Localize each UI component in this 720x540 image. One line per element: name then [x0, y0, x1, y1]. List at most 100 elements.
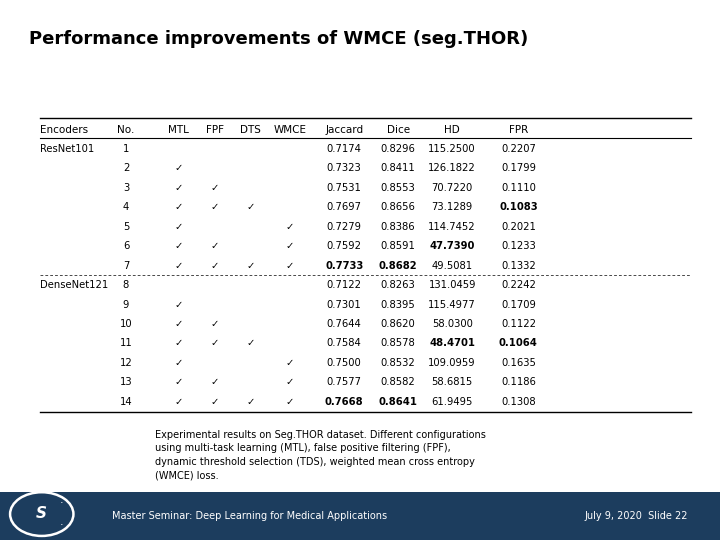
- Text: ✓: ✓: [174, 300, 183, 309]
- Text: ✓: ✓: [174, 222, 183, 232]
- Text: ✓: ✓: [210, 183, 219, 193]
- Text: 0.7531: 0.7531: [327, 183, 361, 193]
- Text: 0.1332: 0.1332: [501, 261, 536, 271]
- Text: ✓: ✓: [174, 377, 183, 387]
- Text: 115.4977: 115.4977: [428, 300, 476, 309]
- Text: ResNet101: ResNet101: [40, 144, 94, 154]
- Text: ✓: ✓: [174, 202, 183, 212]
- Text: DTS: DTS: [240, 125, 261, 134]
- Text: 14: 14: [120, 397, 132, 407]
- Text: 9: 9: [123, 300, 129, 309]
- Text: ✓: ✓: [246, 397, 255, 407]
- Text: 0.1122: 0.1122: [501, 319, 536, 329]
- Text: 13: 13: [120, 377, 132, 387]
- Text: ✓: ✓: [286, 397, 294, 407]
- Text: DenseNet121: DenseNet121: [40, 280, 108, 290]
- Text: Master Seminar: Deep Learning for Medical Applications: Master Seminar: Deep Learning for Medica…: [112, 511, 387, 521]
- Text: 11: 11: [120, 339, 132, 348]
- Text: 12: 12: [120, 358, 132, 368]
- Text: 131.0459: 131.0459: [428, 280, 476, 290]
- Text: ✓: ✓: [210, 319, 219, 329]
- Text: 2: 2: [123, 164, 129, 173]
- Text: ✓: ✓: [246, 339, 255, 348]
- Text: 0.7592: 0.7592: [327, 241, 361, 251]
- Text: 0.1083: 0.1083: [499, 202, 538, 212]
- Text: 3: 3: [123, 183, 129, 193]
- Text: Dice: Dice: [387, 125, 410, 134]
- Text: ·: ·: [60, 520, 64, 530]
- Text: 0.8532: 0.8532: [381, 358, 415, 368]
- Text: July 9, 2020  Slide 22: July 9, 2020 Slide 22: [584, 511, 688, 521]
- Text: 0.8386: 0.8386: [381, 222, 415, 232]
- Text: S: S: [36, 505, 48, 521]
- Text: 0.8578: 0.8578: [381, 339, 415, 348]
- Text: 7: 7: [123, 261, 129, 271]
- Text: 0.1110: 0.1110: [501, 183, 536, 193]
- Text: 0.7668: 0.7668: [325, 397, 364, 407]
- Text: 10: 10: [120, 319, 132, 329]
- Text: ✓: ✓: [210, 261, 219, 271]
- Text: 0.1799: 0.1799: [501, 164, 536, 173]
- Text: 0.7122: 0.7122: [327, 280, 361, 290]
- Text: 0.8682: 0.8682: [379, 261, 418, 271]
- Text: 0.8656: 0.8656: [381, 202, 415, 212]
- Text: 0.7301: 0.7301: [327, 300, 361, 309]
- Text: 0.1064: 0.1064: [499, 339, 538, 348]
- Text: 0.8395: 0.8395: [381, 300, 415, 309]
- Text: HD: HD: [444, 125, 460, 134]
- Text: 0.7697: 0.7697: [327, 202, 361, 212]
- Text: 109.0959: 109.0959: [428, 358, 476, 368]
- Text: MTL: MTL: [168, 125, 189, 134]
- Text: 0.7733: 0.7733: [325, 261, 364, 271]
- Text: ✓: ✓: [210, 397, 219, 407]
- Text: 0.8641: 0.8641: [379, 397, 418, 407]
- Text: 0.8296: 0.8296: [381, 144, 415, 154]
- Text: Experimental results on Seg.THOR dataset. Different configurations
using multi-t: Experimental results on Seg.THOR dataset…: [155, 430, 486, 481]
- Text: 0.8582: 0.8582: [381, 377, 415, 387]
- Text: 5: 5: [123, 222, 129, 232]
- Text: ✓: ✓: [174, 183, 183, 193]
- Text: 0.8263: 0.8263: [381, 280, 415, 290]
- Text: 58.6815: 58.6815: [431, 377, 473, 387]
- Text: 4: 4: [123, 202, 129, 212]
- Text: ✓: ✓: [246, 202, 255, 212]
- Text: ✓: ✓: [210, 241, 219, 251]
- Text: 0.1635: 0.1635: [501, 358, 536, 368]
- Text: WMCE: WMCE: [274, 125, 307, 134]
- Text: Encoders: Encoders: [40, 125, 88, 134]
- Text: 70.7220: 70.7220: [431, 183, 473, 193]
- Text: No.: No.: [117, 125, 135, 134]
- Text: 0.1308: 0.1308: [501, 397, 536, 407]
- Text: 0.2207: 0.2207: [501, 144, 536, 154]
- Text: 0.1709: 0.1709: [501, 300, 536, 309]
- Text: ✓: ✓: [210, 377, 219, 387]
- Text: 0.2242: 0.2242: [501, 280, 536, 290]
- Text: 0.1233: 0.1233: [501, 241, 536, 251]
- Text: 0.2021: 0.2021: [501, 222, 536, 232]
- Text: 0.8411: 0.8411: [381, 164, 415, 173]
- Text: 47.7390: 47.7390: [429, 241, 475, 251]
- Text: FPR: FPR: [509, 125, 528, 134]
- Text: FPF: FPF: [206, 125, 223, 134]
- Text: 0.7584: 0.7584: [327, 339, 361, 348]
- Text: 0.8553: 0.8553: [381, 183, 415, 193]
- Text: ✓: ✓: [246, 261, 255, 271]
- Text: ✓: ✓: [286, 222, 294, 232]
- Text: 114.7452: 114.7452: [428, 222, 476, 232]
- Text: 0.8591: 0.8591: [381, 241, 415, 251]
- Text: ✓: ✓: [210, 202, 219, 212]
- Text: ✓: ✓: [210, 339, 219, 348]
- Text: 61.9495: 61.9495: [431, 397, 473, 407]
- Text: ✓: ✓: [174, 164, 183, 173]
- Text: ·: ·: [60, 498, 64, 508]
- Text: 0.7644: 0.7644: [327, 319, 361, 329]
- Text: ✓: ✓: [174, 319, 183, 329]
- Text: ✓: ✓: [174, 397, 183, 407]
- Text: 1: 1: [123, 144, 129, 154]
- Text: 0.7577: 0.7577: [327, 377, 361, 387]
- Text: 49.5081: 49.5081: [431, 261, 473, 271]
- Text: ✓: ✓: [174, 339, 183, 348]
- Text: 0.7500: 0.7500: [327, 358, 361, 368]
- Text: ✓: ✓: [174, 241, 183, 251]
- Text: 0.7174: 0.7174: [327, 144, 361, 154]
